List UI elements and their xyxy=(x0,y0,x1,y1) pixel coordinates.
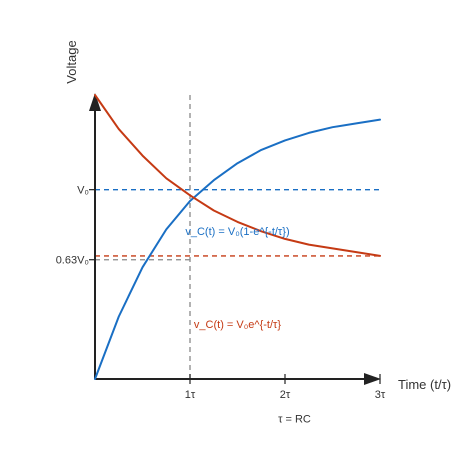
x-tick-label-2: 3τ xyxy=(375,389,386,401)
reference-lines xyxy=(95,95,380,379)
y-axis-title: Voltage xyxy=(64,40,79,83)
labels: 1τ 2τ 3τ 0.63V₀ V₀ v_C(t) = V₀(1-e^{-t/τ}) v_C… xyxy=(56,40,451,425)
series-line-1 xyxy=(94,94,381,257)
annotation-0: v_C(t) = V₀(1-e^{-t/τ}) xyxy=(185,226,289,238)
annotation-1: v_C(t) = V₀e^{-t/τ} xyxy=(194,319,281,331)
x-axis-title: Time (t/τ) xyxy=(398,377,451,392)
x-tick-label-1: 2τ xyxy=(280,389,291,401)
y-axis-arrowhead xyxy=(89,93,101,111)
y-tick-label-1: V₀ xyxy=(77,185,89,197)
annotation-2: τ = RC xyxy=(278,414,311,426)
series-line-0 xyxy=(94,118,381,380)
x-tick-label-0: 1τ xyxy=(185,389,196,401)
x-axis-arrowhead xyxy=(364,373,381,385)
axes xyxy=(89,93,381,385)
series-lines xyxy=(94,94,381,380)
y-tick-label-0: 0.63V₀ xyxy=(56,255,89,267)
